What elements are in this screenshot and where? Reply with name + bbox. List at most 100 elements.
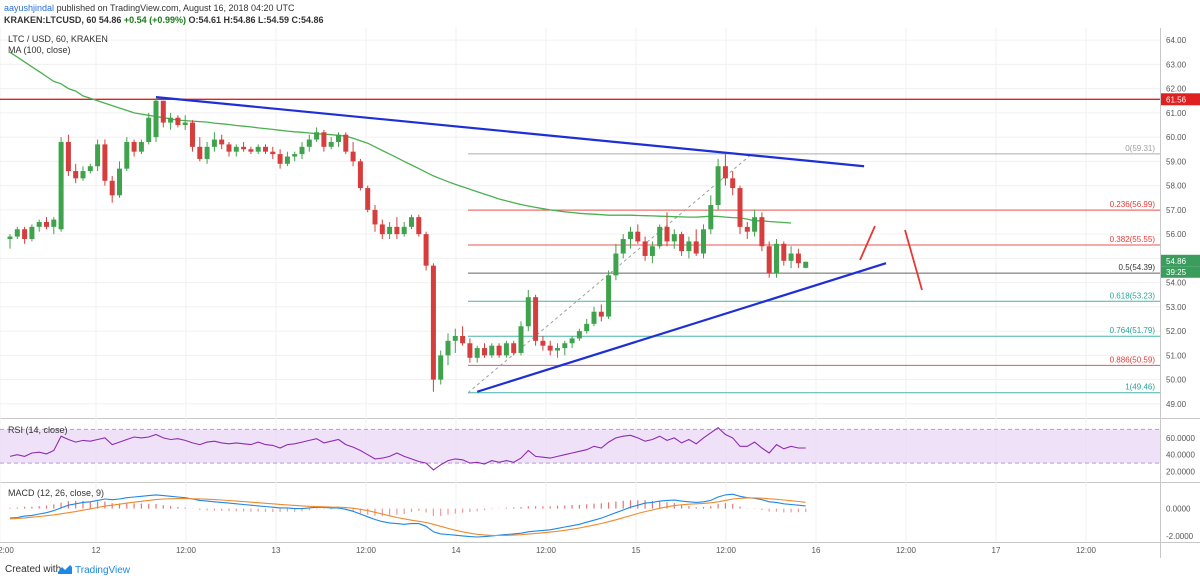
candle-body bbox=[430, 265, 436, 380]
candle-body bbox=[409, 217, 414, 227]
ma-100-line bbox=[9, 51, 792, 224]
price-tick: 63.00 bbox=[1166, 60, 1187, 69]
chart-panes bbox=[0, 28, 1200, 558]
rsi-line bbox=[9, 426, 806, 471]
candle-body bbox=[759, 217, 765, 247]
candle-body bbox=[445, 340, 451, 356]
price-change: +0.54 (+0.99%) bbox=[123, 15, 186, 25]
candle-body bbox=[109, 180, 115, 196]
countdown-tag bbox=[1161, 266, 1200, 278]
candle-body bbox=[29, 226, 35, 239]
grid-lines bbox=[0, 28, 1160, 542]
fib-level-label: 0(59.31) bbox=[1125, 144, 1155, 153]
publish-info: published on TradingView.com, August 16,… bbox=[56, 3, 295, 13]
candle-body bbox=[649, 246, 655, 256]
time-tick: 17 bbox=[992, 546, 1001, 555]
candle-body bbox=[664, 226, 670, 242]
price-tick: 62.00 bbox=[1166, 85, 1187, 94]
candle-body bbox=[635, 231, 641, 242]
candle-body bbox=[511, 343, 517, 353]
macd-pane bbox=[9, 493, 807, 538]
trend-line bbox=[155, 96, 865, 168]
candle-body bbox=[102, 144, 108, 181]
candle-body bbox=[533, 297, 539, 341]
candle-body bbox=[752, 217, 758, 232]
candle-body bbox=[365, 188, 371, 210]
fib-level-label: 0.5(54.39) bbox=[1119, 263, 1156, 272]
candle-body bbox=[708, 205, 714, 230]
candle-body bbox=[65, 141, 71, 172]
candle-body bbox=[350, 151, 356, 162]
chart-canvas[interactable]: 0(59.31) 0.236(56.99) 0.382(55.55) 0.5(54.3… bbox=[0, 28, 1200, 558]
candle-body bbox=[715, 166, 721, 206]
price-tick: 52.00 bbox=[1166, 327, 1187, 336]
candle-body bbox=[124, 141, 130, 169]
candle-body bbox=[44, 222, 49, 227]
moving-average bbox=[9, 51, 792, 224]
candle-body bbox=[547, 345, 553, 351]
time-tick: 16 bbox=[812, 546, 821, 555]
last-price-tag bbox=[1161, 254, 1200, 267]
candle-body bbox=[7, 236, 13, 239]
price-tick: 64.00 bbox=[1166, 36, 1187, 45]
time-tick: 12:00 bbox=[896, 546, 917, 555]
macd-tick: -2.0000 bbox=[1166, 532, 1194, 541]
author-link[interactable]: aayushjindal bbox=[4, 3, 55, 13]
candle-body bbox=[168, 117, 174, 123]
fib-level-label: 0.886(50.59) bbox=[1110, 355, 1156, 364]
candle-body bbox=[321, 132, 327, 147]
countdown-label: 39:25 bbox=[1166, 268, 1187, 277]
candle-body bbox=[766, 246, 772, 273]
tradingview-brand[interactable]: TradingView bbox=[58, 564, 130, 576]
candle-body bbox=[730, 178, 736, 189]
candle-body bbox=[226, 144, 232, 152]
fib-level-label: 0.236(56.99) bbox=[1110, 200, 1156, 209]
candle-body bbox=[306, 139, 312, 147]
candle-body bbox=[328, 141, 334, 147]
fib-level-label: 0.764(51.79) bbox=[1110, 326, 1156, 335]
price-tick: 49.00 bbox=[1166, 400, 1187, 409]
signal-line bbox=[9, 497, 806, 537]
candle-body bbox=[314, 132, 320, 140]
candle-body bbox=[284, 156, 290, 164]
candle-body bbox=[722, 166, 728, 179]
candle-body bbox=[190, 122, 195, 147]
candle-body bbox=[569, 338, 575, 344]
candle-body bbox=[423, 234, 429, 266]
candle-body bbox=[248, 149, 254, 152]
candle-body bbox=[584, 323, 590, 332]
candle-body bbox=[343, 134, 349, 152]
symbol-label: KRAKEN:LTCUSD, 60 bbox=[4, 15, 97, 25]
direction-arrows bbox=[859, 225, 923, 291]
candle-body bbox=[160, 100, 166, 123]
candle-body bbox=[642, 241, 648, 256]
time-tick: 12:00 bbox=[716, 546, 737, 555]
candle-body bbox=[613, 253, 619, 276]
price-tick: 56.00 bbox=[1166, 230, 1187, 239]
symbol-line: KRAKEN:LTCUSD, 60 54.86 +0.54 (+0.99%) O… bbox=[4, 15, 324, 25]
fib-level-label: 0.618(53.23) bbox=[1110, 291, 1156, 300]
candle-body bbox=[146, 117, 152, 142]
candle-body bbox=[22, 229, 28, 239]
footer: Created with TradingView bbox=[0, 558, 1200, 581]
candle-body bbox=[197, 146, 203, 159]
candle-body bbox=[299, 146, 305, 155]
macd-legend: MACD (12, 26, close, 9) bbox=[8, 488, 104, 498]
publish-line: aayushjindal published on TradingView.co… bbox=[4, 3, 295, 13]
candle-body bbox=[781, 243, 787, 261]
created-with-label: Created with bbox=[5, 564, 62, 575]
candle-body bbox=[58, 141, 64, 230]
price-tick: 58.00 bbox=[1166, 182, 1187, 191]
chart-title: LTC / USD, 60, KRAKEN bbox=[8, 34, 108, 44]
price-tick: 51.00 bbox=[1166, 351, 1187, 360]
price-tick: 53.00 bbox=[1166, 303, 1187, 312]
price-tick: 54.00 bbox=[1166, 279, 1187, 288]
tradingview-brand-label: TradingView bbox=[75, 565, 131, 576]
candle-body bbox=[518, 326, 524, 353]
candle-body bbox=[591, 311, 597, 324]
candle-body bbox=[336, 134, 341, 142]
time-tick: 12:00 bbox=[356, 546, 377, 555]
candle-body bbox=[701, 229, 706, 254]
candle-body bbox=[270, 151, 276, 155]
last-price-label: 54.86 bbox=[1166, 257, 1187, 266]
